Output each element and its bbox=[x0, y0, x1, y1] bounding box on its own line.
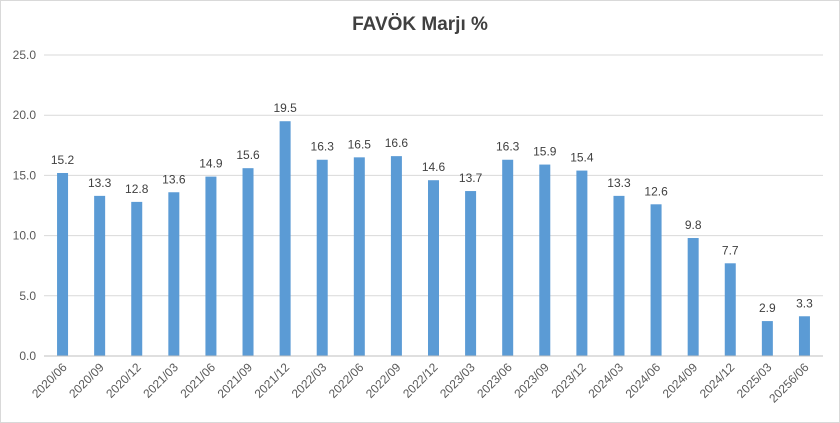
data-label: 16.3 bbox=[496, 140, 520, 154]
x-tick-label: 20256/06 bbox=[766, 360, 812, 406]
data-label: 13.7 bbox=[459, 171, 483, 185]
x-tick-label: 2022/06 bbox=[326, 360, 367, 401]
data-label: 12.6 bbox=[644, 184, 668, 198]
data-label: 15.2 bbox=[51, 153, 75, 167]
y-tick-label: 5.0 bbox=[19, 289, 36, 303]
bar bbox=[613, 195, 625, 356]
y-tick-label: 10.0 bbox=[13, 229, 37, 243]
x-tick-label: 2022/09 bbox=[363, 360, 404, 401]
y-tick-label: 15.0 bbox=[13, 168, 37, 182]
data-label: 16.5 bbox=[348, 137, 372, 151]
x-tick-label: 2023/12 bbox=[548, 360, 589, 401]
bar bbox=[539, 164, 551, 356]
bar bbox=[761, 321, 773, 356]
data-label: 13.3 bbox=[607, 176, 631, 190]
bar bbox=[316, 159, 328, 356]
data-label: 13.3 bbox=[88, 176, 112, 190]
x-tick-label: 2021/06 bbox=[177, 360, 218, 401]
x-tick-label: 2024/12 bbox=[697, 360, 738, 401]
data-label: 14.6 bbox=[422, 160, 446, 174]
data-label: 16.6 bbox=[385, 136, 409, 150]
bar bbox=[465, 191, 477, 356]
x-tick-label: 2024/06 bbox=[623, 360, 664, 401]
x-tick-label: 2022/12 bbox=[400, 360, 441, 401]
x-tick-label: 2021/12 bbox=[252, 360, 293, 401]
data-label: 3.3 bbox=[796, 296, 813, 310]
data-label: 7.7 bbox=[722, 243, 739, 257]
bar bbox=[724, 263, 736, 356]
data-label: 2.9 bbox=[759, 301, 776, 315]
x-tick-label: 2020/12 bbox=[103, 360, 144, 401]
bar bbox=[168, 192, 180, 356]
chart-title: FAVÖK Marjı % bbox=[352, 14, 488, 35]
data-label: 16.3 bbox=[311, 140, 335, 154]
data-label: 15.6 bbox=[236, 148, 260, 162]
bar bbox=[687, 238, 699, 356]
x-tick-label: 2023/03 bbox=[437, 360, 478, 401]
data-label: 19.5 bbox=[273, 101, 297, 115]
bar bbox=[390, 156, 402, 356]
data-label: 14.9 bbox=[199, 157, 223, 171]
x-tick-label: 2023/06 bbox=[474, 360, 515, 401]
x-tick-label: 2023/09 bbox=[511, 360, 552, 401]
bar bbox=[428, 180, 439, 356]
bar bbox=[576, 170, 588, 356]
data-label: 12.8 bbox=[125, 182, 149, 196]
data-label: 9.8 bbox=[685, 218, 702, 232]
bar bbox=[94, 195, 106, 356]
x-tick-label: 2021/09 bbox=[215, 360, 256, 401]
bar bbox=[279, 121, 291, 356]
x-tick-label: 2020/06 bbox=[29, 360, 70, 401]
y-tick-label: 0.0 bbox=[19, 349, 36, 363]
bar bbox=[353, 157, 365, 356]
x-tick-label: 2024/03 bbox=[586, 360, 627, 401]
bar bbox=[650, 204, 662, 356]
x-tick-label: 2021/03 bbox=[140, 360, 181, 401]
bar bbox=[242, 168, 254, 356]
bar bbox=[131, 201, 143, 356]
x-tick-label: 2020/09 bbox=[66, 360, 107, 401]
y-tick-label: 20.0 bbox=[13, 108, 37, 122]
data-label: 15.4 bbox=[570, 151, 594, 165]
data-label: 13.6 bbox=[162, 172, 186, 186]
y-tick-label: 25.0 bbox=[13, 48, 37, 62]
x-tick-label: 2022/03 bbox=[289, 360, 330, 401]
bar bbox=[57, 172, 69, 356]
bar bbox=[798, 316, 810, 356]
bar bbox=[502, 159, 514, 356]
x-tick-label: 2024/09 bbox=[660, 360, 701, 401]
data-label: 15.9 bbox=[533, 145, 557, 159]
bar bbox=[205, 176, 217, 356]
